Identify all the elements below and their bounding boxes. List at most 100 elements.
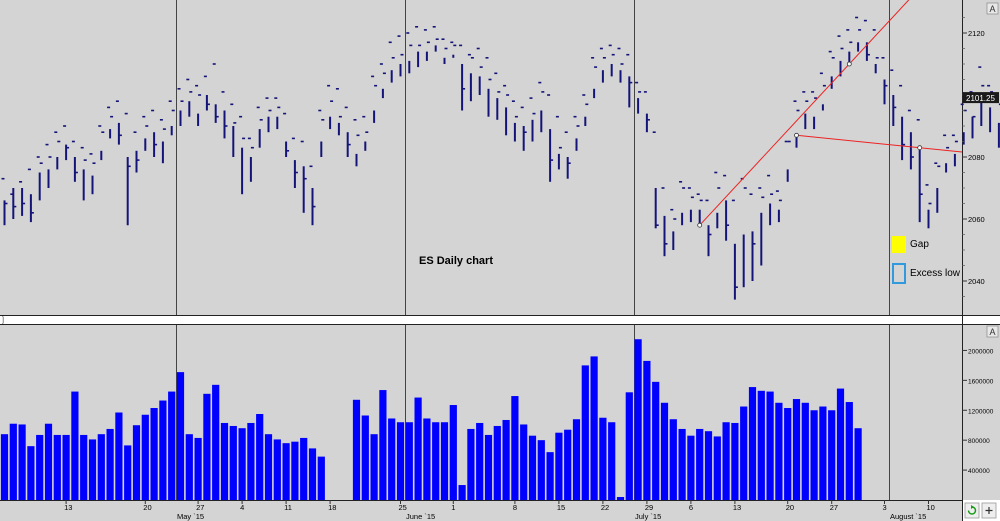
ohlc-bar xyxy=(344,106,351,157)
volume-bar xyxy=(159,400,167,500)
volume-bar xyxy=(687,435,695,500)
volume-bar xyxy=(220,422,229,500)
volume-bar xyxy=(599,417,607,500)
volume-scale-button[interactable] xyxy=(986,325,999,338)
ohlc-bar xyxy=(626,53,633,108)
ohlc-bar xyxy=(221,91,228,139)
volume-bar xyxy=(484,434,493,500)
ohlc-bar xyxy=(371,75,378,123)
volume-bar xyxy=(168,391,176,500)
ohlc-bar xyxy=(151,109,158,157)
ohlc-bar xyxy=(872,29,879,74)
x-day-label: 20 xyxy=(786,503,794,512)
x-day-label: 13 xyxy=(64,503,72,512)
volume-bar xyxy=(493,425,501,500)
x-day-label: 11 xyxy=(284,503,292,512)
ohlc-bar xyxy=(142,115,149,151)
x-month-label: June `15 xyxy=(406,512,435,521)
ohlc-bar xyxy=(485,56,492,117)
price-tick-label: 2080 xyxy=(968,153,985,162)
volume-bar xyxy=(616,497,625,500)
volume-bar xyxy=(27,446,35,500)
gap-legend-label: Gap xyxy=(910,239,929,250)
ohlc-bar xyxy=(19,181,26,216)
ohlc-bar xyxy=(283,112,290,157)
volume-bar xyxy=(247,422,255,500)
volume-bar xyxy=(748,387,757,500)
volume-bar xyxy=(18,424,26,500)
volume-bar xyxy=(379,390,387,500)
x-day-label: 3 xyxy=(883,503,887,512)
volume-bar xyxy=(819,406,827,500)
volume-bar xyxy=(256,414,264,500)
volume-bar xyxy=(792,399,801,500)
x-day-label: 25 xyxy=(399,503,407,512)
splitter-glyph[interactable]: ] xyxy=(2,317,4,324)
ohlc-bar xyxy=(714,171,721,229)
volume-bar xyxy=(845,402,853,500)
ohlc-bar xyxy=(775,190,782,223)
volume-bar xyxy=(572,419,581,500)
ohlc-bar xyxy=(617,47,624,83)
volume-bar xyxy=(652,381,660,500)
volume-bar xyxy=(9,423,17,500)
volume-bar xyxy=(352,399,361,500)
volume-bar xyxy=(740,406,748,500)
volume-bar xyxy=(273,439,281,500)
volume-bar xyxy=(62,434,70,500)
x-month-label: May `15 xyxy=(177,512,204,521)
x-day-label: 13 xyxy=(733,503,741,512)
trendline-anchor xyxy=(794,132,799,138)
volume-bar xyxy=(608,422,616,500)
x-day-label: 6 xyxy=(689,503,693,512)
ohlc-bar xyxy=(239,115,246,195)
volume-bar xyxy=(432,422,440,500)
ohlc-bar xyxy=(54,131,61,170)
ohlc-bar xyxy=(661,187,668,257)
ohlc-bar xyxy=(951,134,958,167)
ohlc-bar xyxy=(881,56,888,105)
ohlc-bar xyxy=(397,35,404,77)
ohlc-bar xyxy=(63,125,70,161)
price-scale-button[interactable] xyxy=(986,2,999,15)
ohlc-bar xyxy=(177,88,184,126)
volume-bar xyxy=(423,418,431,500)
volume-bar xyxy=(581,365,589,500)
ohlc-bar xyxy=(899,84,906,161)
volume-bar xyxy=(80,434,88,500)
ohlc-bar xyxy=(300,140,307,213)
ohlc-bar xyxy=(687,187,694,223)
ohlc-bar xyxy=(564,131,571,179)
x-day-label: 18 xyxy=(328,503,336,512)
trendline-anchor xyxy=(917,145,923,151)
ohlc-bar xyxy=(265,97,272,133)
volume-bar xyxy=(308,448,317,500)
refresh-button[interactable] xyxy=(964,502,980,519)
ohlc-bar xyxy=(133,131,140,173)
price-panel[interactable] xyxy=(0,0,962,315)
ohlc-bar xyxy=(212,63,219,123)
ohlc-bar xyxy=(758,187,765,266)
ohlc-bar xyxy=(679,181,686,226)
ohlc-bar xyxy=(670,208,677,250)
ohlc-bar xyxy=(731,199,738,300)
refresh-arrowhead-icon xyxy=(971,505,974,509)
price-tick-label: 2040 xyxy=(968,277,985,286)
volume-bar xyxy=(625,392,633,500)
volume-bar xyxy=(828,410,836,500)
volume-bar xyxy=(44,423,53,500)
ohlc-bar xyxy=(256,106,263,148)
ohlc-bar xyxy=(309,165,316,226)
ohlc-bar xyxy=(802,91,809,130)
ohlc-bar xyxy=(274,97,281,130)
ohlc-bar xyxy=(115,100,122,145)
trendline-anchor xyxy=(697,222,703,228)
ohlc-bar xyxy=(124,112,131,226)
volume-bar xyxy=(203,393,211,500)
x-day-label: 10 xyxy=(927,503,935,512)
ohlc-bar xyxy=(573,115,580,151)
volume-bar xyxy=(370,434,378,500)
volume-bar xyxy=(238,428,246,500)
ohlc-bar xyxy=(749,193,756,281)
